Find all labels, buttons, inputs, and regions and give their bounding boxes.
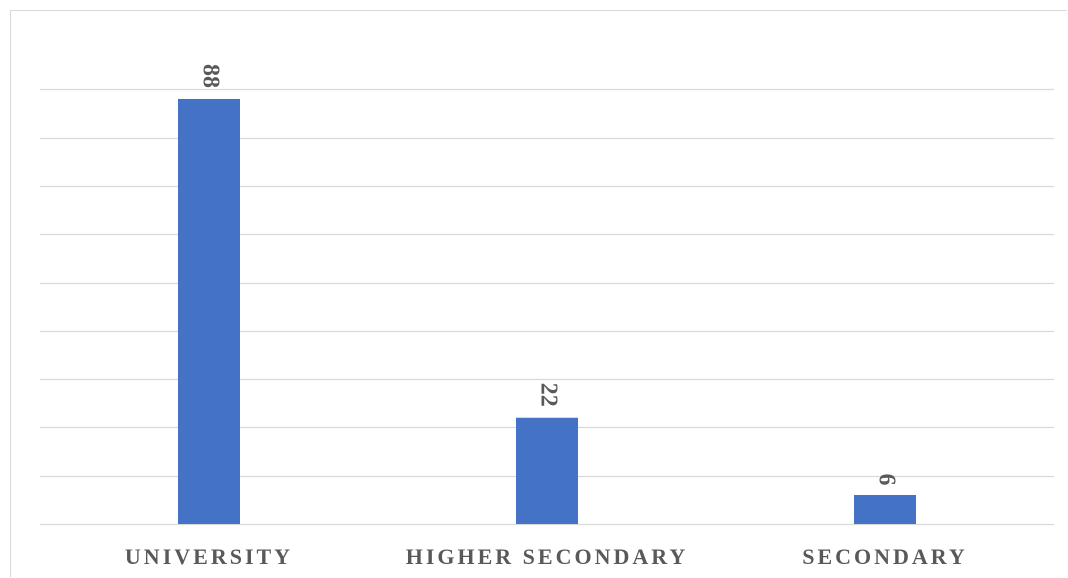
data-label: 88 <box>197 64 223 88</box>
data-label: 22 <box>535 383 561 407</box>
category-label: SECONDARY <box>802 544 968 569</box>
category-label: UNIVERSITY <box>125 544 293 569</box>
bar-secondary <box>854 495 916 524</box>
category-axis: UNIVERSITY HIGHER SECONDARY SECONDARY <box>125 544 968 569</box>
data-label: 6 <box>873 474 899 486</box>
chart-frame <box>10 10 1067 577</box>
data-labels: 88 22 6 <box>197 64 899 486</box>
bar-university <box>178 98 240 525</box>
bars <box>178 98 916 525</box>
bar-higher-secondary <box>516 417 578 524</box>
category-label: HIGHER SECONDARY <box>406 544 689 569</box>
